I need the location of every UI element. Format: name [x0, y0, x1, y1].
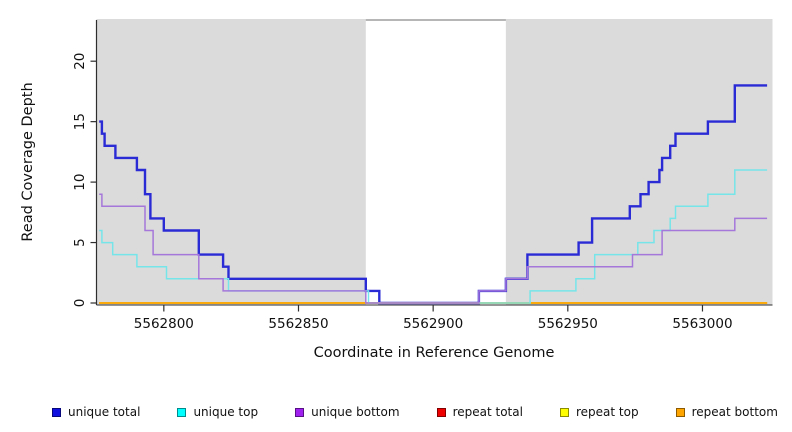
legend-swatch-unique-top — [177, 407, 187, 417]
legend-swatch-unique-bottom — [295, 407, 305, 417]
legend-label-repeat-top: repeat top — [575, 405, 639, 419]
series-unique-top — [99, 169, 768, 304]
legend-label-repeat-bottom: repeat bottom — [691, 405, 778, 419]
y-axis-title: Read Coverage Depth — [20, 82, 36, 241]
legend-label-unique-bottom: unique bottom — [311, 405, 400, 419]
legend-item-unique-bottom: unique bottom — [295, 405, 400, 419]
x-tick-label-5562800: 5562800 — [134, 316, 194, 332]
x-tick-label-5562950: 5562950 — [538, 316, 598, 332]
legend-item-repeat-bottom: repeat bottom — [675, 405, 778, 419]
legend-label-unique-total: unique total — [68, 405, 141, 419]
y-tick-label-5: 5 — [72, 238, 88, 247]
shaded-region-1 — [96, 19, 366, 305]
legend-swatch-repeat-top — [559, 407, 569, 417]
legend-item-unique-total: unique total — [52, 405, 140, 419]
chart-legend: unique total unique top unique bottom repea… — [0, 392, 792, 432]
shaded-region-2 — [505, 19, 773, 305]
x-tick-label-5562900: 5562900 — [403, 316, 463, 332]
legend-item-repeat-top: repeat top — [559, 405, 639, 419]
legend-label-repeat-total: repeat total — [452, 405, 523, 419]
legend-item-repeat-total: repeat total — [436, 405, 523, 419]
legend-label-unique-top: unique top — [193, 405, 259, 419]
y-tick-label-15: 15 — [72, 113, 88, 130]
coverage-chart: 0 5 10 15 20 5562800 5562850 5562900 5562950 5563… — [20, 19, 773, 361]
legend-item-unique-top: unique top — [177, 405, 258, 419]
x-tick-label-5563000: 5563000 — [672, 316, 732, 332]
legend-swatch-unique-total — [52, 407, 61, 417]
legend-swatch-repeat-total — [436, 407, 446, 417]
series-unique-bottom — [99, 193, 768, 304]
x-tick-label-5562850: 5562850 — [268, 316, 328, 332]
y-tick-label-20: 20 — [72, 53, 88, 70]
y-tick-label-0: 0 — [72, 299, 88, 308]
y-tick-label-10: 10 — [72, 174, 88, 191]
legend-swatch-repeat-bottom — [675, 407, 685, 417]
x-axis-title: Coordinate in Reference Genome — [314, 345, 555, 361]
